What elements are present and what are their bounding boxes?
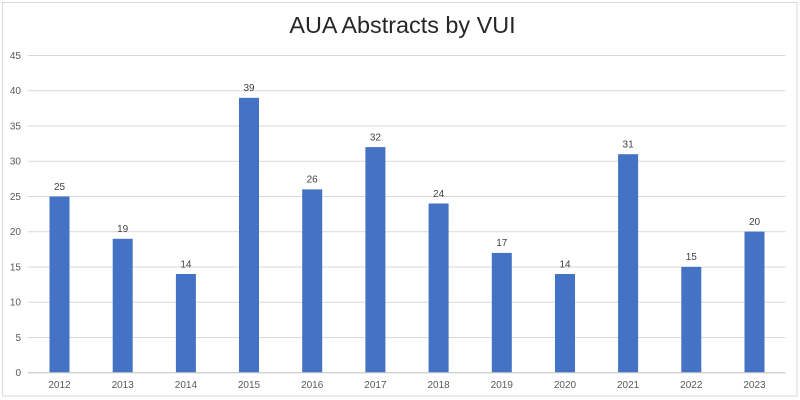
svg-text:2023: 2023 <box>743 380 766 391</box>
svg-text:20: 20 <box>10 227 22 238</box>
svg-text:2017: 2017 <box>364 380 387 391</box>
svg-text:19: 19 <box>117 224 129 235</box>
svg-text:31: 31 <box>623 140 635 151</box>
svg-text:17: 17 <box>496 238 508 249</box>
svg-text:2014: 2014 <box>175 380 198 391</box>
svg-text:15: 15 <box>686 252 698 263</box>
svg-text:2019: 2019 <box>491 380 514 391</box>
svg-text:14: 14 <box>559 259 571 270</box>
svg-text:39: 39 <box>243 83 255 94</box>
svg-text:0: 0 <box>15 368 21 379</box>
svg-text:5: 5 <box>15 333 21 344</box>
svg-text:2015: 2015 <box>238 380 261 391</box>
svg-text:35: 35 <box>10 121 22 132</box>
svg-text:25: 25 <box>54 182 66 193</box>
svg-text:2012: 2012 <box>48 380 71 391</box>
svg-text:20: 20 <box>749 217 761 228</box>
svg-text:25: 25 <box>10 192 22 203</box>
svg-text:45: 45 <box>10 51 22 62</box>
svg-text:26: 26 <box>307 175 319 186</box>
svg-text:15: 15 <box>10 262 22 273</box>
svg-text:40: 40 <box>10 86 22 97</box>
svg-text:30: 30 <box>10 157 22 168</box>
svg-text:32: 32 <box>370 132 382 143</box>
svg-text:24: 24 <box>433 189 445 200</box>
svg-text:AUA Abstracts by VUI: AUA Abstracts by VUI <box>289 12 515 38</box>
svg-text:2018: 2018 <box>427 380 450 391</box>
svg-text:2013: 2013 <box>112 380 135 391</box>
svg-text:2016: 2016 <box>301 380 324 391</box>
svg-text:2021: 2021 <box>617 380 640 391</box>
svg-text:2022: 2022 <box>680 380 703 391</box>
svg-text:10: 10 <box>10 298 22 309</box>
svg-text:2020: 2020 <box>554 380 577 391</box>
svg-text:14: 14 <box>180 259 192 270</box>
